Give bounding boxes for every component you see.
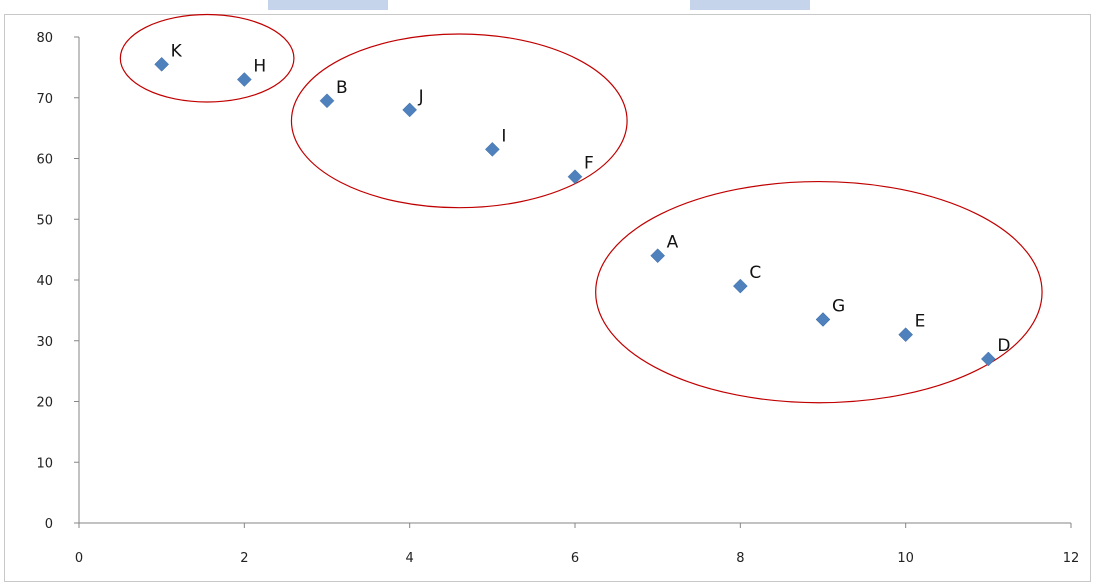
point-label: A [667,233,679,253]
data-point [402,102,418,118]
data-point [484,142,500,157]
y-tick-label: 30 [36,335,53,350]
y-tick-label: 0 [45,517,53,532]
point-label: D [997,336,1010,356]
y-tick-label: 60 [36,153,53,168]
data-point [732,278,748,294]
data-point [319,93,335,109]
point-label: B [336,78,348,98]
point-label: C [749,263,761,283]
cluster-ellipse [595,180,1043,404]
header-decoration [268,0,810,10]
cluster-outlines [119,13,1043,404]
cluster-ellipse [290,33,628,209]
y-tick-label: 70 [36,92,53,107]
x-tick-label: 6 [571,551,579,566]
x-tick-label: 10 [897,551,914,566]
data-point [236,72,252,87]
y-tick-label: 80 [36,31,53,46]
y-tick-label: 40 [36,274,53,289]
x-tick-label: 12 [1063,551,1080,566]
point-label: F [584,154,594,174]
data-point [650,248,666,264]
x-tick-label: 4 [406,551,414,566]
x-tick-label: 8 [736,551,744,566]
chart-frame [4,14,1091,582]
data-point [898,327,914,343]
point-label: I [501,126,506,146]
point-label: G [832,296,845,316]
point-labels: K H B J I F A C G E D [171,41,1011,356]
point-label: J [418,87,424,107]
point-label: H [253,57,266,77]
data-point [980,351,996,367]
x-tick-label: 2 [240,551,248,566]
cluster-ellipse [119,13,295,103]
point-label: K [171,41,183,61]
data-points [154,56,996,367]
y-tick-label: 20 [36,396,53,411]
tick-labels: 0 10 20 30 40 50 60 70 80 0 2 4 6 8 10 12 [36,31,1079,566]
data-point [567,169,583,185]
axes [74,36,1072,528]
data-point [154,56,170,72]
data-point [815,312,831,327]
point-label: E [915,312,926,332]
x-tick-label: 0 [75,551,83,566]
y-tick-label: 10 [36,456,53,471]
y-tick-label: 50 [36,213,53,228]
